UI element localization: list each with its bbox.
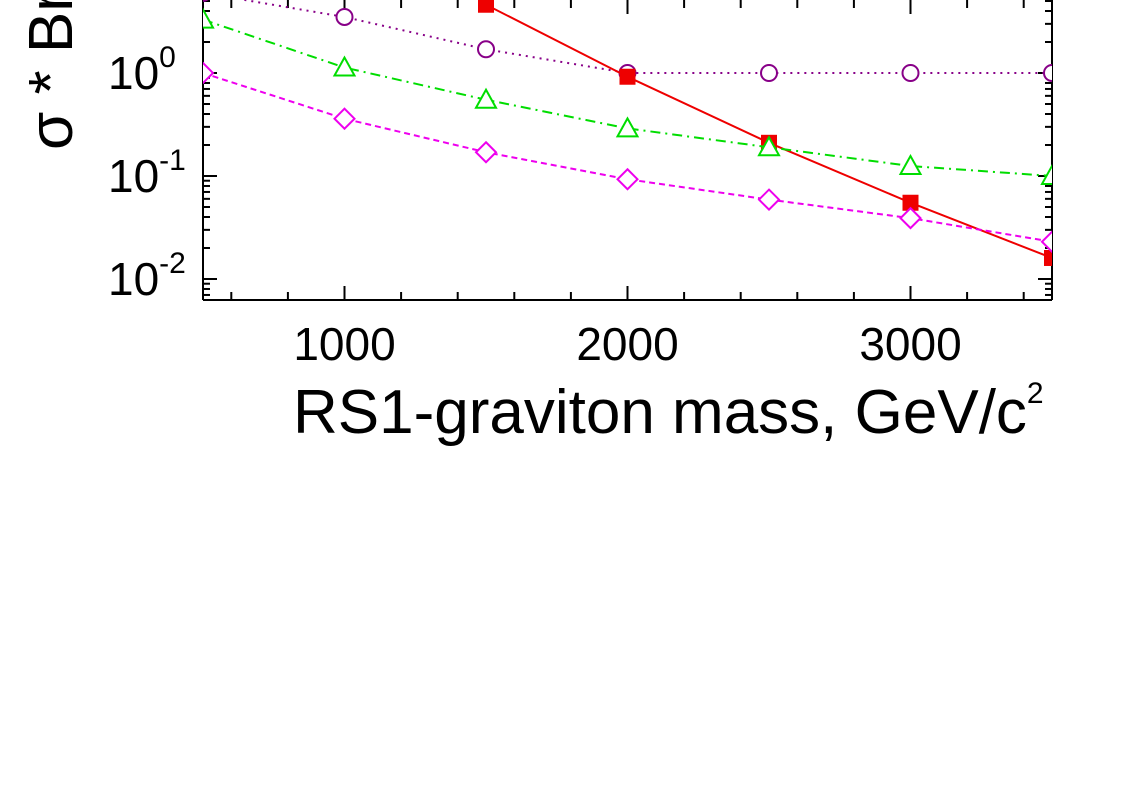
series-layer [203, 0, 1052, 266]
data-point-square [619, 68, 636, 85]
data-point-square [902, 194, 919, 211]
data-point-diamond [899, 206, 922, 230]
data-point-circle [203, 0, 209, 2]
data-point-triangle [332, 55, 357, 77]
data-point-triangle [474, 87, 498, 109]
y-tick-label-base: 10 [108, 47, 159, 99]
x-tick-label: 2000 [576, 318, 678, 370]
axis-ticks [203, 0, 1052, 300]
y-tick-label: 100 [108, 41, 176, 99]
data-point-triangle [615, 116, 640, 138]
x-tick-label: 3000 [859, 318, 961, 370]
y-tick-label-exponent: -2 [159, 247, 186, 280]
data-point-diamond [203, 61, 215, 85]
data-point-diamond [757, 188, 781, 212]
series-open-triangle [203, 7, 1052, 185]
data-point-circle [477, 40, 495, 59]
y-tick-label-base: 10 [108, 150, 159, 202]
y-tick-label: 10-2 [108, 247, 186, 305]
data-point-diamond [616, 167, 639, 191]
series-line-dashdot [203, 18, 1052, 177]
data-point-triangle [203, 7, 215, 29]
y-tick-label: 10-1 [108, 144, 186, 202]
data-point-triangle [757, 135, 781, 157]
data-point-triangle [1040, 163, 1052, 185]
data-point-diamond [1040, 230, 1052, 254]
y-tick-label-exponent: -1 [159, 144, 186, 177]
data-point-circle [901, 64, 920, 82]
y-axis-title: σ * Br [17, 0, 86, 150]
data-point-triangle [898, 153, 923, 176]
series-line-solid [485, 3, 1052, 259]
data-point-circle [1043, 64, 1052, 82]
series-line-dashed [203, 72, 1052, 243]
y-tick-label-exponent: 0 [159, 41, 176, 74]
series-filled-square [478, 0, 1052, 266]
data-point-square [1044, 249, 1052, 266]
x-axis-title-sup: 2 [1027, 377, 1044, 410]
data-point-diamond [333, 107, 356, 131]
data-point-square [478, 0, 494, 13]
y-tick-label-base: 10 [108, 253, 159, 305]
data-point-diamond [474, 140, 498, 164]
x-axis-title-text: RS1-graviton mass, GeV/c [293, 378, 1027, 447]
data-point-circle [335, 7, 354, 26]
x-axis-title: RS1-graviton mass, GeV/c2 [293, 377, 1044, 447]
series-open-diamond [203, 61, 1052, 254]
data-point-circle [760, 64, 778, 82]
x-tick-label: 1000 [293, 318, 395, 370]
